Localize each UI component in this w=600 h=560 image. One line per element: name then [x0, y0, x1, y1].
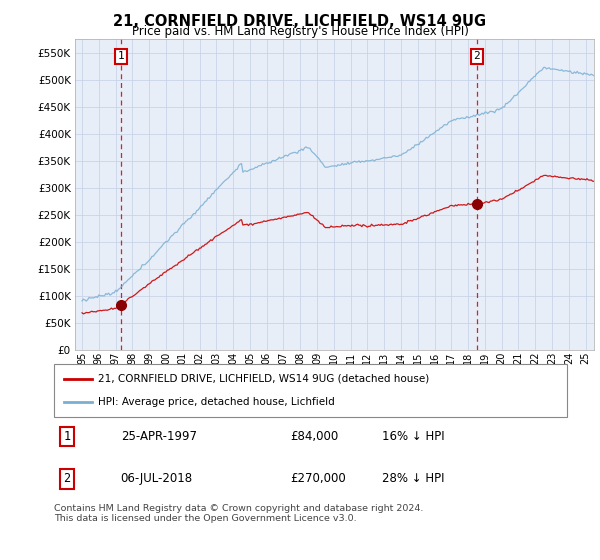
Text: £84,000: £84,000 — [290, 430, 338, 443]
Text: 25-APR-1997: 25-APR-1997 — [121, 430, 197, 443]
Text: 28% ↓ HPI: 28% ↓ HPI — [382, 473, 445, 486]
Text: 16% ↓ HPI: 16% ↓ HPI — [382, 430, 445, 443]
Text: 2: 2 — [63, 473, 70, 486]
Text: 1: 1 — [118, 52, 124, 62]
Text: 21, CORNFIELD DRIVE, LICHFIELD, WS14 9UG: 21, CORNFIELD DRIVE, LICHFIELD, WS14 9UG — [113, 14, 487, 29]
Text: Price paid vs. HM Land Registry's House Price Index (HPI): Price paid vs. HM Land Registry's House … — [131, 25, 469, 38]
Text: 1: 1 — [63, 430, 70, 443]
Text: 06-JUL-2018: 06-JUL-2018 — [121, 473, 193, 486]
Text: Contains HM Land Registry data © Crown copyright and database right 2024.
This d: Contains HM Land Registry data © Crown c… — [54, 504, 424, 524]
Text: HPI: Average price, detached house, Lichfield: HPI: Average price, detached house, Lich… — [98, 397, 334, 407]
Text: 2: 2 — [473, 52, 480, 62]
Text: 21, CORNFIELD DRIVE, LICHFIELD, WS14 9UG (detached house): 21, CORNFIELD DRIVE, LICHFIELD, WS14 9UG… — [98, 374, 429, 384]
Text: £270,000: £270,000 — [290, 473, 346, 486]
FancyBboxPatch shape — [54, 364, 567, 417]
